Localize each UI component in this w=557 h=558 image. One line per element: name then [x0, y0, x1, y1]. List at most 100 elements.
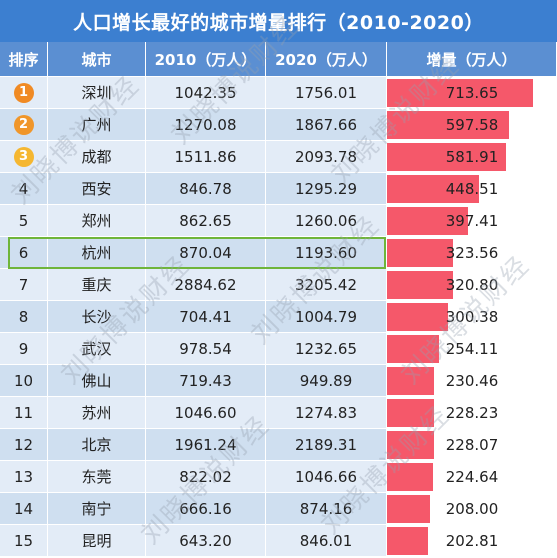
value-2020-cell: 1867.66 [266, 109, 387, 141]
rank-label: 11 [13, 403, 34, 422]
increase-label: 581.91 [445, 148, 499, 166]
value-2010-cell: 1270.08 [146, 109, 266, 141]
increase-label: 448.51 [445, 180, 499, 198]
rank-label: 12 [13, 435, 34, 454]
increase-bar [387, 495, 430, 523]
value-2020-cell: 2093.78 [266, 141, 387, 173]
increase-bar [387, 111, 509, 139]
increase-cell: 230.46 [387, 365, 557, 397]
increase-cell: 224.64 [387, 461, 557, 493]
rank-cell: 8 [0, 301, 48, 333]
city-cell: 西安 [48, 173, 146, 205]
increase-bar [387, 431, 434, 459]
value-2020-cell: 1260.06 [266, 205, 387, 237]
value-2020-cell: 1046.66 [266, 461, 387, 493]
increase-label: 300.38 [445, 308, 499, 326]
header-increase: 增量（万人） [387, 42, 557, 77]
value-2010-cell: 643.20 [146, 525, 266, 557]
increase-cell: 448.51 [387, 173, 557, 205]
rank-cell: 15 [0, 525, 48, 557]
rank-cell: 11 [0, 397, 48, 429]
value-2010-cell: 666.16 [146, 493, 266, 525]
city-cell: 杭州 [48, 237, 146, 269]
rank-cell: 10 [0, 365, 48, 397]
value-2020-cell: 846.01 [266, 525, 387, 557]
medal-icon: 3 [13, 146, 34, 167]
increase-bar [387, 367, 434, 395]
value-2010-cell: 704.41 [146, 301, 266, 333]
city-cell: 深圳 [48, 77, 146, 109]
increase-bar [387, 143, 506, 171]
header-rank: 排序 [0, 42, 48, 77]
increase-bar [387, 271, 453, 299]
value-2010-cell: 1511.86 [146, 141, 266, 173]
city-cell: 成都 [48, 141, 146, 173]
increase-label: 228.07 [445, 436, 499, 454]
rank-label: 8 [18, 307, 29, 326]
rank-cell: 7 [0, 269, 48, 301]
increase-cell: 202.81 [387, 525, 557, 557]
rank-label: 15 [13, 531, 34, 550]
rank-cell: 6 [0, 237, 48, 269]
value-2010-cell: 862.65 [146, 205, 266, 237]
increase-cell: 254.11 [387, 333, 557, 365]
rank-label: 10 [13, 371, 34, 390]
rank-cell: 14 [0, 493, 48, 525]
rank-label: 13 [13, 467, 34, 486]
value-2010-cell: 978.54 [146, 333, 266, 365]
value-2010-cell: 1961.24 [146, 429, 266, 461]
increase-cell: 208.00 [387, 493, 557, 525]
increase-cell: 228.23 [387, 397, 557, 429]
rank-cell: 1 [0, 77, 48, 109]
increase-label: 597.58 [445, 116, 499, 134]
city-cell: 郑州 [48, 205, 146, 237]
rank-cell: 3 [0, 141, 48, 173]
increase-bar [387, 79, 533, 107]
increase-bar [387, 207, 468, 235]
increase-label: 202.81 [445, 532, 499, 550]
city-cell: 武汉 [48, 333, 146, 365]
rank-cell: 9 [0, 333, 48, 365]
increase-label: 713.65 [445, 84, 499, 102]
city-cell: 广州 [48, 109, 146, 141]
value-2010-cell: 2884.62 [146, 269, 266, 301]
increase-bar [387, 399, 434, 427]
city-cell: 佛山 [48, 365, 146, 397]
increase-cell: 323.56 [387, 237, 557, 269]
city-cell: 南宁 [48, 493, 146, 525]
ranking-table: 排序 城市 2010（万人） 2020（万人） 增量（万人） 1 深圳 1042.35 1756… [0, 42, 557, 558]
rank-label: 9 [18, 339, 29, 358]
increase-label: 254.11 [445, 340, 499, 358]
rank-cell: 4 [0, 173, 48, 205]
value-2020-cell: 1004.79 [266, 301, 387, 333]
value-2010-cell: 870.04 [146, 237, 266, 269]
rank-label: 7 [18, 275, 29, 294]
rank-cell: 12 [0, 429, 48, 461]
value-2020-cell: 3205.42 [266, 269, 387, 301]
chart-title: 人口增长最好的城市增量排行（2010-2020） [0, 0, 557, 42]
header-city: 城市 [48, 42, 146, 77]
city-cell: 长沙 [48, 301, 146, 333]
medal-icon: 1 [13, 82, 34, 103]
increase-bar [387, 239, 453, 267]
increase-cell: 397.41 [387, 205, 557, 237]
increase-label: 230.46 [445, 372, 499, 390]
city-cell: 北京 [48, 429, 146, 461]
value-2020-cell: 1274.83 [266, 397, 387, 429]
value-2020-cell: 1756.01 [266, 77, 387, 109]
increase-label: 224.64 [445, 468, 499, 486]
increase-cell: 228.07 [387, 429, 557, 461]
value-2020-cell: 874.16 [266, 493, 387, 525]
header-2020: 2020（万人） [266, 42, 387, 77]
increase-bar [387, 527, 428, 555]
increase-label: 228.23 [445, 404, 499, 422]
city-cell: 东莞 [48, 461, 146, 493]
value-2010-cell: 846.78 [146, 173, 266, 205]
rank-label: 14 [13, 499, 34, 518]
increase-bar [387, 463, 433, 491]
increase-label: 320.80 [445, 276, 499, 294]
value-2020-cell: 2189.31 [266, 429, 387, 461]
increase-label: 208.00 [445, 500, 499, 518]
value-2010-cell: 719.43 [146, 365, 266, 397]
medal-icon: 2 [13, 114, 34, 135]
